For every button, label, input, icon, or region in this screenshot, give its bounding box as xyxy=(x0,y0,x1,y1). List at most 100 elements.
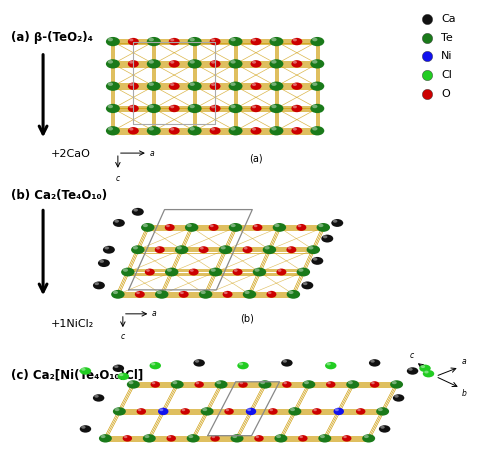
Ellipse shape xyxy=(210,38,220,45)
Ellipse shape xyxy=(100,260,104,263)
Ellipse shape xyxy=(214,380,228,389)
Ellipse shape xyxy=(356,408,366,415)
Ellipse shape xyxy=(211,39,215,41)
Ellipse shape xyxy=(155,246,164,253)
Ellipse shape xyxy=(168,38,179,45)
Text: Te: Te xyxy=(441,33,452,43)
Ellipse shape xyxy=(370,360,375,363)
Ellipse shape xyxy=(244,247,248,249)
Ellipse shape xyxy=(148,82,154,86)
Ellipse shape xyxy=(168,60,179,68)
Ellipse shape xyxy=(276,268,286,275)
Ellipse shape xyxy=(288,407,302,416)
Ellipse shape xyxy=(165,267,178,276)
Ellipse shape xyxy=(302,380,316,389)
Ellipse shape xyxy=(369,359,380,367)
Ellipse shape xyxy=(298,268,304,272)
Ellipse shape xyxy=(156,247,160,249)
Ellipse shape xyxy=(320,435,325,438)
Ellipse shape xyxy=(288,291,294,294)
Ellipse shape xyxy=(147,37,160,46)
Ellipse shape xyxy=(130,39,134,41)
Ellipse shape xyxy=(196,382,199,384)
Ellipse shape xyxy=(378,408,383,411)
Ellipse shape xyxy=(228,104,242,113)
Ellipse shape xyxy=(250,38,262,45)
Ellipse shape xyxy=(252,61,256,64)
Ellipse shape xyxy=(80,425,91,432)
Ellipse shape xyxy=(211,105,215,108)
Ellipse shape xyxy=(170,380,183,389)
Ellipse shape xyxy=(130,128,134,130)
Ellipse shape xyxy=(166,435,176,442)
Ellipse shape xyxy=(168,82,179,90)
Ellipse shape xyxy=(112,364,124,372)
Ellipse shape xyxy=(312,257,324,265)
Ellipse shape xyxy=(180,408,190,415)
Ellipse shape xyxy=(108,127,113,130)
Ellipse shape xyxy=(312,105,318,108)
Ellipse shape xyxy=(168,127,179,135)
Ellipse shape xyxy=(293,105,297,108)
Ellipse shape xyxy=(216,381,221,384)
Ellipse shape xyxy=(308,246,314,249)
Ellipse shape xyxy=(143,434,156,443)
Text: a: a xyxy=(462,356,466,366)
Ellipse shape xyxy=(262,245,276,254)
Ellipse shape xyxy=(348,381,353,384)
Ellipse shape xyxy=(106,126,120,136)
Point xyxy=(423,34,431,41)
Ellipse shape xyxy=(178,291,188,298)
Ellipse shape xyxy=(202,408,207,411)
Ellipse shape xyxy=(334,408,344,415)
Ellipse shape xyxy=(128,38,139,45)
Ellipse shape xyxy=(282,381,292,388)
Ellipse shape xyxy=(304,381,309,384)
Ellipse shape xyxy=(114,365,118,368)
Ellipse shape xyxy=(151,363,156,365)
Ellipse shape xyxy=(166,225,170,227)
Ellipse shape xyxy=(254,268,260,272)
Ellipse shape xyxy=(150,381,160,388)
Ellipse shape xyxy=(108,82,113,86)
Ellipse shape xyxy=(268,408,278,415)
Ellipse shape xyxy=(186,224,192,227)
Ellipse shape xyxy=(188,37,202,46)
Ellipse shape xyxy=(300,436,303,438)
Ellipse shape xyxy=(229,223,242,232)
Ellipse shape xyxy=(195,360,200,363)
Ellipse shape xyxy=(270,409,273,411)
Ellipse shape xyxy=(318,434,332,443)
Text: Ni: Ni xyxy=(441,51,452,62)
Ellipse shape xyxy=(134,209,138,212)
Ellipse shape xyxy=(147,104,160,113)
Ellipse shape xyxy=(188,435,194,438)
Ellipse shape xyxy=(310,82,324,91)
Ellipse shape xyxy=(264,246,270,249)
Ellipse shape xyxy=(219,245,232,254)
Ellipse shape xyxy=(128,105,139,112)
Point xyxy=(423,53,431,60)
Ellipse shape xyxy=(150,362,161,370)
Ellipse shape xyxy=(310,126,324,136)
Ellipse shape xyxy=(228,59,242,69)
Ellipse shape xyxy=(380,426,384,429)
Ellipse shape xyxy=(119,373,124,376)
Ellipse shape xyxy=(258,380,272,389)
Ellipse shape xyxy=(111,290,124,299)
Ellipse shape xyxy=(93,394,104,402)
Ellipse shape xyxy=(293,61,297,64)
Ellipse shape xyxy=(250,127,262,135)
Ellipse shape xyxy=(157,291,162,294)
Ellipse shape xyxy=(176,246,182,249)
Ellipse shape xyxy=(420,364,430,372)
Ellipse shape xyxy=(210,127,220,135)
Text: +2CaO: +2CaO xyxy=(50,149,90,159)
Ellipse shape xyxy=(122,435,132,442)
Ellipse shape xyxy=(138,409,141,411)
Ellipse shape xyxy=(242,246,252,253)
Ellipse shape xyxy=(292,60,302,68)
Ellipse shape xyxy=(188,268,198,275)
Ellipse shape xyxy=(81,368,86,371)
Ellipse shape xyxy=(210,435,220,442)
